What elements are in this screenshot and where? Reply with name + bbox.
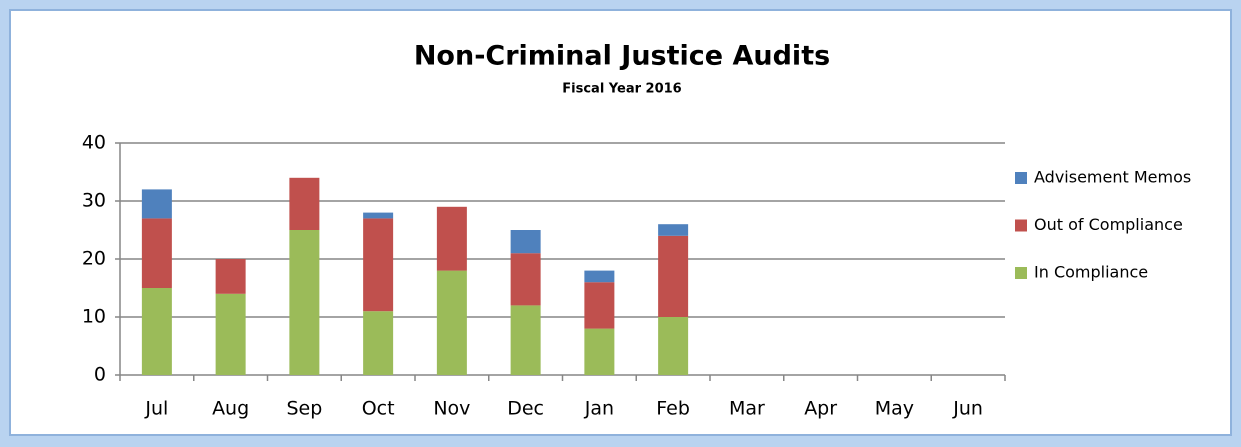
bar-segment	[510, 253, 541, 306]
x-tick-label: Sep	[286, 398, 322, 420]
bar-segment	[141, 218, 172, 288]
x-tick-label: May	[875, 398, 914, 420]
y-tick-label: 30	[82, 190, 106, 212]
y-tick-label: 20	[82, 248, 106, 270]
x-tick-label: Jul	[144, 398, 168, 420]
bar-segment	[584, 270, 615, 283]
bar-segment	[658, 235, 689, 317]
legend-label: In Compliance	[1034, 263, 1148, 282]
x-tick-label: Apr	[804, 398, 837, 420]
x-tick-label: Dec	[507, 398, 544, 420]
bar-segment	[584, 328, 615, 375]
x-tick-label: Jun	[952, 398, 983, 420]
bar-segment	[510, 230, 541, 254]
y-tick-label: 0	[94, 364, 106, 386]
chart-subtitle: Fiscal Year 2016	[562, 82, 681, 97]
bar-segment	[658, 224, 689, 236]
bar-segment	[289, 177, 320, 230]
legend-swatch	[1015, 267, 1027, 279]
bar-segment	[141, 288, 172, 375]
legend-label: Out of Compliance	[1034, 215, 1183, 234]
bar-segment	[289, 230, 320, 375]
bar-segment	[363, 212, 394, 219]
legend-swatch	[1015, 172, 1027, 184]
bar-segment	[363, 218, 394, 312]
bar-segment	[215, 259, 246, 294]
chart-title: Non-Criminal Justice Audits	[414, 41, 830, 72]
x-tick-label: Mar	[729, 398, 765, 420]
chart-area	[9, 9, 1232, 436]
bar-segment	[436, 206, 467, 271]
x-tick-label: Feb	[656, 398, 690, 420]
x-tick-label: Nov	[433, 398, 470, 420]
bar-segment	[658, 317, 689, 375]
bar-segment	[141, 189, 172, 219]
bar-segment	[510, 305, 541, 375]
legend-label: Advisement Memos	[1034, 168, 1191, 187]
legend-swatch	[1015, 219, 1027, 232]
x-tick-label: Jan	[584, 398, 614, 420]
bar-segment	[215, 293, 246, 375]
bar-segment	[363, 311, 394, 375]
bar-segment	[584, 282, 615, 329]
x-tick-label: Aug	[212, 398, 249, 420]
bar-segment	[436, 270, 467, 375]
x-tick-label: Oct	[362, 398, 395, 420]
y-tick-label: 10	[82, 306, 106, 328]
y-tick-label: 40	[82, 132, 106, 154]
